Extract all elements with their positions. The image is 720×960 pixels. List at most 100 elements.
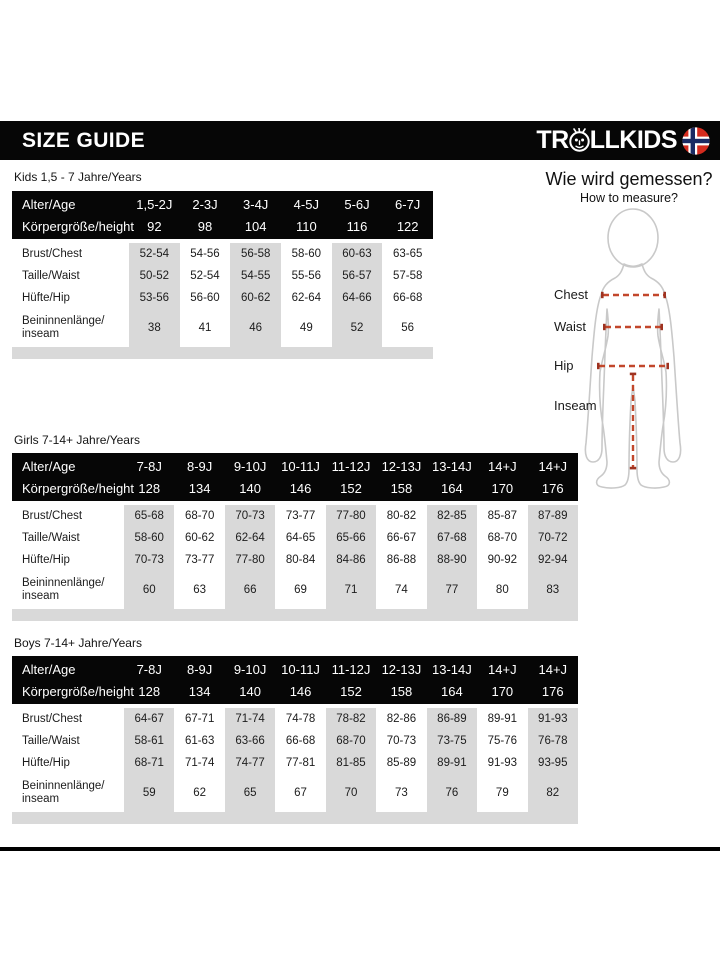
value-cell: 70-73 xyxy=(376,730,427,752)
value-cell: 80-84 xyxy=(275,549,326,571)
table-bottom-strip xyxy=(12,609,578,621)
girls-table-body: Brust/Chest 65-68 68-70 70-73 73-77 77-80 80-8… xyxy=(12,505,578,621)
value-cell: 91-93 xyxy=(538,713,568,725)
value-cell: 69 xyxy=(275,571,326,609)
row-label: Taille/Waist xyxy=(12,265,129,287)
value-cell: 90-92 xyxy=(477,549,528,571)
value-cell: 55-56 xyxy=(281,265,332,287)
row-label: Beininnenlänge/inseam xyxy=(12,571,124,609)
value-cell: 60-62 xyxy=(240,292,271,304)
table-title-boys: Boys 7-14+ Jahre/Years xyxy=(14,636,142,650)
value-cell: 88-90 xyxy=(437,554,467,566)
value-cell: 41 xyxy=(179,309,231,347)
value-cell: 60 xyxy=(142,584,156,596)
inseam-label: Inseam xyxy=(554,398,597,413)
girls-table-header: Alter/Age 7-8J 8-9J 9-10J 10-11J 11-12J 12-13J… xyxy=(12,453,578,501)
value-cell: 85-89 xyxy=(376,752,427,774)
value-cell: 87-89 xyxy=(538,510,568,522)
value-cell: 89-91 xyxy=(437,757,467,769)
header-value-cell: 176 xyxy=(541,683,564,699)
bottom-rule xyxy=(0,847,720,851)
value-cell: 77 xyxy=(445,584,459,596)
value-cell: 70 xyxy=(344,787,358,799)
header-value-cell: 8-9J xyxy=(187,661,213,677)
table-bottom-strip xyxy=(12,347,433,359)
value-cell: 77-80 xyxy=(235,554,265,566)
value-cell: 66 xyxy=(243,584,257,596)
value-cell: 56-60 xyxy=(179,287,231,309)
value-cell: 70-72 xyxy=(538,532,568,544)
header-value-cell: 128 xyxy=(138,683,161,699)
value-cell: 79 xyxy=(477,774,528,812)
value-cell: 86-89 xyxy=(437,713,467,725)
size-guide-bar: SIZE GUIDE TR LLKIDS xyxy=(0,121,720,160)
header-value-cell: 7-8J xyxy=(136,458,162,474)
header-value-cell: 110 xyxy=(295,218,317,234)
table-title-kids: Kids 1,5 - 7 Jahre/Years xyxy=(14,170,142,184)
value-cell: 76-78 xyxy=(538,735,568,747)
value-cell: 77-81 xyxy=(275,752,326,774)
value-cell: 65-68 xyxy=(134,510,164,522)
value-cell: 78-82 xyxy=(336,713,366,725)
girls-size-table: Alter/Age 7-8J 8-9J 9-10J 10-11J 11-12J 12-13J… xyxy=(12,453,578,621)
value-cell: 81-85 xyxy=(336,757,366,769)
brand-text-post: LLKIDS xyxy=(589,126,678,154)
header-value-cell: 7-8J xyxy=(136,661,162,677)
row-label: Taille/Waist xyxy=(12,730,124,752)
value-cell: 38 xyxy=(147,322,161,334)
value-cell: 73 xyxy=(376,774,427,812)
header-row-label: Körpergröße/height xyxy=(22,480,135,496)
header-value-cell: 176 xyxy=(541,480,564,496)
value-cell: 74-78 xyxy=(275,708,326,730)
chest-label: Chest xyxy=(554,287,588,302)
brand-text-pre: TR xyxy=(536,126,569,154)
value-cell: 75-76 xyxy=(477,730,528,752)
header-value-cell: 14+J xyxy=(538,458,568,474)
value-cell: 54-56 xyxy=(179,243,231,265)
header-value-cell: 164 xyxy=(441,480,463,496)
value-cell: 70-73 xyxy=(134,554,164,566)
header-value-cell: 152 xyxy=(340,683,362,699)
header-row-label: Alter/Age xyxy=(22,661,76,677)
value-cell: 68-70 xyxy=(336,735,366,747)
value-cell: 89-91 xyxy=(477,708,528,730)
value-cell: 56 xyxy=(382,309,433,347)
value-cell: 76 xyxy=(445,787,459,799)
row-label: Hüfte/Hip xyxy=(12,549,124,571)
value-cell: 93-95 xyxy=(538,757,568,769)
header-value-cell: 122 xyxy=(396,218,419,234)
value-cell: 56-58 xyxy=(240,248,271,260)
value-cell: 82-85 xyxy=(437,510,467,522)
header-value-cell: 170 xyxy=(491,480,514,496)
header-value-cell: 13-14J xyxy=(432,458,472,474)
value-cell: 62-64 xyxy=(281,287,332,309)
measure-heading: Wie wird gemessen? xyxy=(545,169,713,189)
value-cell: 56-57 xyxy=(342,270,372,282)
brand-wordmark: TR LLKIDS xyxy=(536,126,677,155)
value-cell: 64-67 xyxy=(134,713,164,725)
value-cell: 73-77 xyxy=(275,505,326,527)
header-row-label: Alter/Age xyxy=(22,458,76,474)
kids-size-table: Alter/Age 1,5-2J 2-3J 3-4J 4-5J 5-6J 6-7J Körpe… xyxy=(12,191,433,359)
body-figure xyxy=(584,208,682,489)
value-cell: 84-86 xyxy=(336,554,366,566)
header-value-cell: 92 xyxy=(147,218,162,234)
header-value-cell: 158 xyxy=(390,683,413,699)
figure-head xyxy=(607,208,659,268)
header-value-cell: 140 xyxy=(239,480,261,496)
value-cell: 91-93 xyxy=(477,752,528,774)
row-label: Brust/Chest xyxy=(12,708,124,730)
value-cell: 82 xyxy=(546,787,560,799)
value-cell: 86-88 xyxy=(376,549,427,571)
value-cell: 53-56 xyxy=(139,292,170,304)
value-cell: 71-74 xyxy=(174,752,225,774)
header-value-cell: 9-10J xyxy=(233,458,267,474)
value-cell: 80-82 xyxy=(376,505,427,527)
header-value-cell: 13-14J xyxy=(432,661,472,677)
header-value-cell: 146 xyxy=(289,480,312,496)
value-cell: 67-71 xyxy=(174,708,225,730)
value-cell: 61-63 xyxy=(174,730,225,752)
brand-logo: TR LLKIDS xyxy=(536,126,710,155)
value-cell: 73-77 xyxy=(174,549,225,571)
header-value-cell: 2-3J xyxy=(192,196,218,212)
